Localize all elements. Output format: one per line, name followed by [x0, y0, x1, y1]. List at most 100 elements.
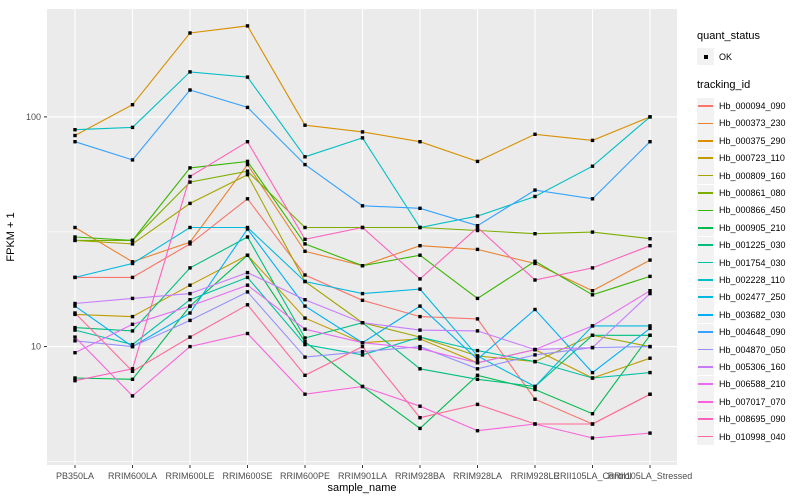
legend-tracking-title: tracking_id — [697, 79, 751, 92]
data-point — [360, 225, 365, 230]
data-point — [360, 344, 365, 349]
data-point — [130, 261, 135, 266]
x-tick-label: RRIM928LE — [510, 471, 559, 481]
data-point — [303, 273, 307, 277]
data-point — [130, 296, 135, 301]
legend-item: Hb_000809_160 — [697, 167, 800, 185]
data-point — [475, 225, 480, 230]
data-point — [533, 307, 537, 312]
data-point — [418, 140, 422, 144]
data-point — [130, 367, 135, 371]
data-point — [245, 283, 250, 287]
data-point — [73, 376, 77, 380]
data-point — [130, 329, 135, 333]
legend-item: Hb_000866_450 — [697, 201, 800, 219]
legend-quant-status: quant_status OK — [697, 30, 800, 66]
data-point — [303, 279, 307, 284]
x-tick-label: RRIM928BA — [395, 471, 445, 481]
data-point — [533, 397, 537, 401]
data-point — [590, 164, 595, 168]
data-point — [188, 298, 192, 302]
data-point — [73, 140, 77, 144]
data-point — [360, 321, 365, 325]
legend-item: Hb_004648_090 — [697, 323, 800, 341]
data-point — [188, 335, 192, 339]
data-point — [188, 166, 192, 170]
data-point — [360, 204, 365, 208]
data-point — [590, 197, 595, 201]
data-point — [360, 264, 365, 268]
data-point — [648, 333, 652, 337]
legend-key-line-icon — [698, 279, 713, 281]
data-point — [475, 402, 480, 407]
legend-key — [697, 323, 714, 341]
legend-key-line-icon — [698, 418, 713, 420]
legend-key — [697, 219, 714, 237]
legend-key — [697, 184, 714, 202]
data-point — [648, 258, 652, 262]
data-point — [245, 290, 250, 294]
data-point — [245, 159, 250, 164]
data-point — [188, 283, 192, 287]
data-point — [590, 333, 595, 337]
legend-item: Hb_007017_070 — [697, 393, 800, 411]
data-point — [303, 162, 307, 167]
data-point — [188, 174, 192, 179]
legend-key — [697, 201, 714, 219]
data-point — [475, 357, 480, 361]
legend-item: Hb_001225_030 — [697, 236, 800, 254]
x-tick-label: RRIM928LA — [453, 471, 502, 481]
data-point — [73, 304, 77, 308]
legend-key — [697, 97, 714, 115]
legend-item-label: Hb_003682_030 — [719, 309, 786, 320]
data-point — [648, 370, 652, 375]
data-point — [533, 422, 537, 426]
legend-key — [697, 254, 714, 272]
data-point — [130, 275, 135, 280]
legend-key — [697, 428, 714, 445]
data-point — [303, 327, 307, 331]
data-point — [590, 293, 595, 297]
data-point — [303, 373, 307, 377]
data-point — [475, 354, 480, 358]
data-point — [418, 244, 422, 248]
legend-key-line-icon — [698, 192, 713, 194]
data-point — [648, 274, 652, 279]
data-point — [245, 105, 250, 110]
legend-item: Hb_000094_090 — [697, 97, 800, 115]
data-point — [533, 261, 537, 266]
legend-key-line-icon — [698, 174, 713, 177]
x-tick-label: RRIM600PE — [280, 471, 330, 481]
legend-key-line-icon — [698, 435, 713, 438]
legend-key — [697, 149, 714, 167]
data-point — [73, 328, 77, 332]
data-point — [533, 384, 537, 389]
legend-item-label: Hb_002228_110 — [719, 274, 785, 285]
legend-key — [697, 358, 714, 376]
data-point — [418, 314, 422, 319]
legend-item-label: Hb_006588_210 — [719, 379, 786, 390]
legend-key-line-icon — [698, 244, 713, 246]
data-point — [73, 325, 77, 330]
data-point — [533, 132, 537, 136]
data-point — [73, 351, 77, 355]
legend-item: Hb_000905_210 — [697, 219, 800, 237]
legend-item-label: Hb_000723_110 — [719, 153, 785, 164]
data-point — [533, 188, 537, 192]
data-point — [418, 206, 422, 210]
point-icon — [703, 54, 708, 59]
data-point — [360, 384, 365, 389]
x-tick-label: RRII105LA_Stressed — [608, 471, 693, 481]
legend-key-line-icon — [698, 261, 713, 264]
legend-key-line-icon — [698, 348, 713, 351]
legend-key-line-icon — [698, 226, 713, 229]
x-tick-label: RRIM901LA — [338, 471, 387, 481]
legend-key-line-icon — [698, 331, 713, 333]
data-point — [590, 370, 595, 375]
data-point — [303, 242, 307, 246]
legend-key — [697, 410, 714, 428]
data-point — [648, 291, 652, 296]
data-point — [188, 88, 192, 92]
legend-key-line-icon — [698, 157, 713, 160]
legend-item: Hb_010998_040 — [697, 428, 800, 445]
